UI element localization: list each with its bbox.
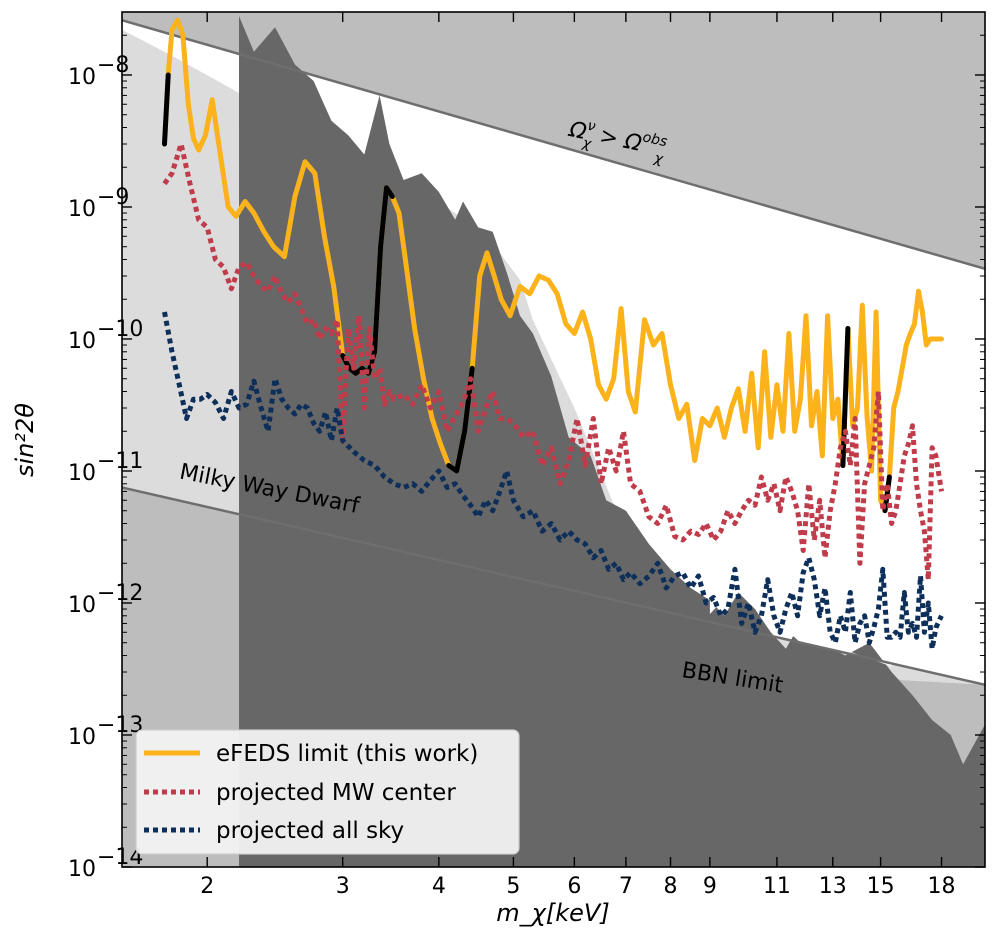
- x-tick-label: 13: [819, 874, 847, 899]
- series-line-1: [162, 141, 944, 583]
- y-tick-label: 10: [68, 857, 96, 882]
- x-axis: 2 3 4 5 6 7 8 9 11 13 15 18: [200, 12, 956, 899]
- x-tick-label: 7: [619, 874, 633, 899]
- y-tick-label: 10: [68, 329, 96, 354]
- x-tick-label: 11: [763, 874, 791, 899]
- series-line-0-dark-segment-0: [162, 72, 171, 147]
- y-tick-label: 10: [68, 197, 96, 222]
- x-tick-label: 3: [336, 874, 350, 899]
- x-tick-label: 6: [567, 874, 581, 899]
- series-line-0-dark-segment-4: [840, 326, 851, 468]
- y-tick-exponent: −10: [97, 317, 143, 342]
- legend-label-all-sky: projected all sky: [216, 818, 404, 844]
- series-line-0: [162, 17, 944, 514]
- x-tick-label: 2: [200, 874, 214, 899]
- y-tick-exponent: −8: [97, 53, 129, 78]
- y-tick-exponent: −9: [97, 185, 129, 210]
- bbn-boundary: [122, 486, 985, 687]
- overproduction-region: [122, 12, 985, 269]
- series-line-2: [162, 311, 944, 652]
- white-gap-region: [709, 555, 892, 667]
- legend: eFEDS limit (this work) projected MW cen…: [135, 729, 520, 855]
- series-layer: [162, 17, 944, 652]
- x-tick-label: 18: [928, 874, 956, 899]
- legend-label-efeds: eFEDS limit (this work): [216, 741, 478, 767]
- x-tick-label: 4: [432, 874, 446, 899]
- y-tick-label: 10: [68, 725, 96, 750]
- y-tick-label: 10: [68, 593, 96, 618]
- y-tick-exponent: −11: [97, 449, 143, 474]
- x-tick-label: 5: [506, 874, 520, 899]
- y-tick-exponent: −13: [97, 713, 143, 738]
- series-line-0-dark-segment-2: [446, 365, 475, 474]
- x-tick-label: 8: [664, 874, 678, 899]
- y-tick-label: 10: [68, 65, 96, 90]
- y-tick-label: 10: [68, 461, 96, 486]
- legend-label-mw-center: projected MW center: [216, 780, 456, 806]
- annotation-xray: previous X-ray surveys: [606, 257, 857, 282]
- legend-box: [135, 729, 520, 855]
- x-tick-label: 9: [703, 874, 717, 899]
- y-axis-label: sin²2θ: [11, 403, 39, 477]
- overproduction-boundary: [122, 19, 985, 271]
- x-axis-label: m_χ[keV]: [496, 899, 609, 927]
- y-tick-exponent: −12: [97, 581, 143, 606]
- previous-xray-region: [239, 16, 985, 867]
- plot-frame: [121, 11, 986, 868]
- x-tick-label: 15: [867, 874, 895, 899]
